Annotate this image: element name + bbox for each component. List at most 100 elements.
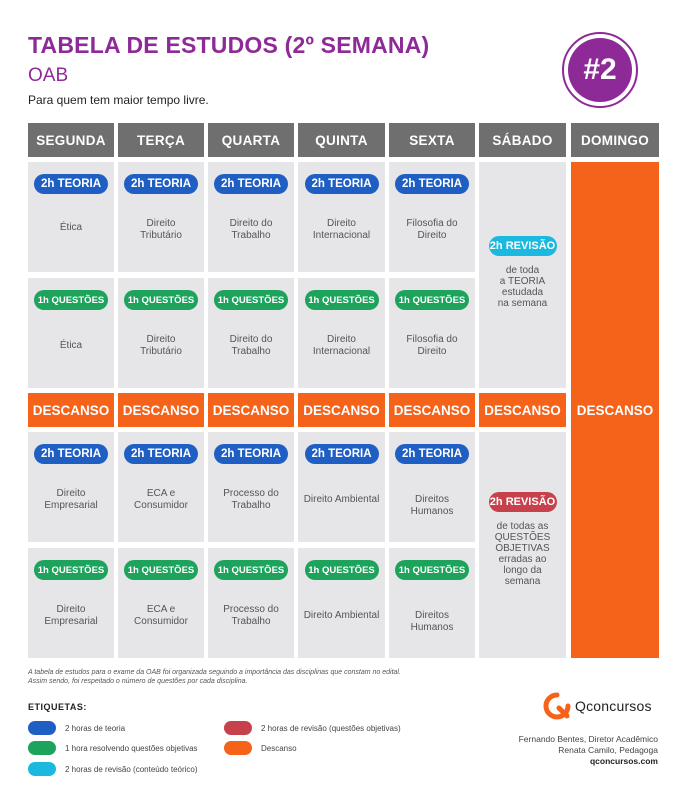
study-cell-questoes-quinta: 1h QUESTÕES Direito Internacional [298,278,385,388]
legend-teoria: 2 horas de teoria [28,721,125,735]
study-cell-questoes-quinta: 1h QUESTÕES Direito Ambiental [298,548,385,658]
subject-label: Direito Empresarial [44,604,98,627]
questoes-tag: 1h QUESTÕES [304,290,379,310]
study-cell-teoria-sexta: 2h TEORIA Direitos Humanos [389,432,475,542]
subject-label: Direito Internacional [312,218,371,241]
study-cell-questoes-terca: 1h QUESTÕES Direito Tributário [118,278,204,388]
teoria-tag: 2h TEORIA [34,444,108,464]
questoes-tag: 1h QUESTÕES [395,290,469,310]
saturday-revision-questoes: 2h REVISÃO de todas as QUESTÕES OBJETIVAS… [479,432,566,658]
questoes-tag: 1h QUESTÕES [395,560,469,580]
subject-label: Processo do Trabalho [223,488,279,511]
study-cell-questoes-segunda: 1h QUESTÕES Ética [28,278,114,388]
day-header-terca: TERÇA [118,123,204,157]
teoria-tag: 2h TEORIA [304,444,379,464]
descanso-segunda: DESCANSO [28,393,114,427]
teoria-tag: 2h TEORIA [214,174,288,194]
qconcursos-logo-icon [543,692,571,720]
page-subtitle: OAB [28,65,69,86]
legend-label: 1 hora resolvendo questões objetivas [65,743,198,753]
questoes-tag: 1h QUESTÕES [214,560,288,580]
study-cell-questoes-sexta: 1h QUESTÕES Filosofia do Direito [389,278,475,388]
subject-label: Direito do Trabalho [229,218,273,241]
questoes-tag: 1h QUESTÕES [34,560,108,580]
subject-label: Ética [59,340,83,351]
subject-label: Direito do Trabalho [229,334,273,357]
week-badge-number: #2 [568,38,632,102]
subject-label: Direito Tributário [140,218,182,241]
tagline: Para quem tem maior tempo livre. [28,93,209,107]
teoria-tag: 2h TEORIA [395,174,469,194]
subject-label: ECA e Consumidor [134,604,188,627]
teoria-tag: 2h TEORIA [124,444,198,464]
teoria-tag: 2h TEORIA [34,174,108,194]
study-cell-questoes-terca: 1h QUESTÕES ECA e Consumidor [118,548,204,658]
descanso-domingo: DESCANSO [571,162,659,658]
questoes-tag: 1h QUESTÕES [34,290,108,310]
subject-label: Direitos Humanos [410,494,454,517]
teoria-tag: 2h TEORIA [395,444,469,464]
study-cell-teoria-terca: 2h TEORIA ECA e Consumidor [118,432,204,542]
subject-label: Processo do Trabalho [223,604,279,627]
legend-questoes: 1 hora resolvendo questões objetivas [28,741,198,755]
questoes-tag: 1h QUESTÕES [214,290,288,310]
day-header-quinta: QUINTA [298,123,385,157]
descanso-quinta: DESCANSO [298,393,385,427]
day-header-segunda: SEGUNDA [28,123,114,157]
questoes-tag: 1h QUESTÕES [304,560,379,580]
questoes-tag: 1h QUESTÕES [124,560,198,580]
subject-label: Direito Ambiental [303,610,380,621]
legend-label: 2 horas de revisão (conteúdo teórico) [65,764,198,774]
day-header-domingo: DOMINGO [571,123,659,157]
credit-pedagogue: Renata Camilo, Pedagoga [558,745,658,755]
day-header-quarta: QUARTA [208,123,294,157]
subject-label: Direito Empresarial [44,488,98,511]
subject-label: Direitos Humanos [410,610,454,633]
subject-label: Filosofia do Direito [406,218,458,241]
legend-label: Descanso [261,743,297,753]
study-cell-questoes-quarta: 1h QUESTÕES Processo do Trabalho [208,548,294,658]
subject-label: Ética [59,222,83,233]
legend-swatch [28,721,56,735]
teoria-tag: 2h TEORIA [304,174,379,194]
legend-label: 2 horas de revisão (questões objetivas) [261,723,401,733]
revisao-teoria-tag: 2h REVISÃO [488,236,557,256]
subject-label: Filosofia do Direito [406,334,458,357]
week-badge: #2 [562,32,638,108]
legend-descanso: Descanso [224,741,297,755]
legend-revisao-teoria: 2 horas de revisão (conteúdo teórico) [28,762,198,776]
legend-title: ETIQUETAS: [28,702,87,712]
descanso-quarta: DESCANSO [208,393,294,427]
teoria-tag: 2h TEORIA [214,444,288,464]
footnote: A tabela de estudos para o exame da OAB … [28,669,401,685]
saturday-revision-teoria: 2h REVISÃO de toda a TEORIA estudada na s… [479,162,566,388]
legend-swatch [224,721,252,735]
study-cell-questoes-sexta: 1h QUESTÕES Direitos Humanos [389,548,475,658]
study-cell-teoria-quinta: 2h TEORIA Direito Ambiental [298,432,385,542]
study-cell-questoes-quarta: 1h QUESTÕES Direito do Trabalho [208,278,294,388]
subject-label: Direito Ambiental [303,494,380,505]
subject-label: Direito Tributário [140,334,182,357]
study-cell-teoria-quinta: 2h TEORIA Direito Internacional [298,162,385,272]
revision-description: de todas as QUESTÕES OBJETIVAS erradas a… [494,521,551,587]
teoria-tag: 2h TEORIA [124,174,198,194]
legend-revisao-questoes: 2 horas de revisão (questões objetivas) [224,721,401,735]
study-cell-teoria-terca: 2h TEORIA Direito Tributário [118,162,204,272]
day-header-sexta: SEXTA [389,123,475,157]
study-cell-teoria-segunda: 2h TEORIA Ética [28,162,114,272]
revision-description: de toda a TEORIA estudada na semana [497,265,548,309]
brand: Qconcursos [543,692,652,720]
study-cell-teoria-quarta: 2h TEORIA Direito do Trabalho [208,162,294,272]
credit-director: Fernando Bentes, Diretor Acadêmico [518,734,658,744]
study-cell-teoria-quarta: 2h TEORIA Processo do Trabalho [208,432,294,542]
legend-label: 2 horas de teoria [65,723,126,733]
brand-name: Qconcursos [575,698,652,714]
legend-swatch [28,741,56,755]
questoes-tag: 1h QUESTÕES [124,290,198,310]
study-cell-teoria-segunda: 2h TEORIA Direito Empresarial [28,432,114,542]
legend-swatch [224,741,252,755]
study-cell-teoria-sexta: 2h TEORIA Filosofia do Direito [389,162,475,272]
descanso-sabado: DESCANSO [479,393,566,427]
study-cell-questoes-segunda: 1h QUESTÕES Direito Empresarial [28,548,114,658]
site-link[interactable]: qconcursos.com [589,756,658,766]
